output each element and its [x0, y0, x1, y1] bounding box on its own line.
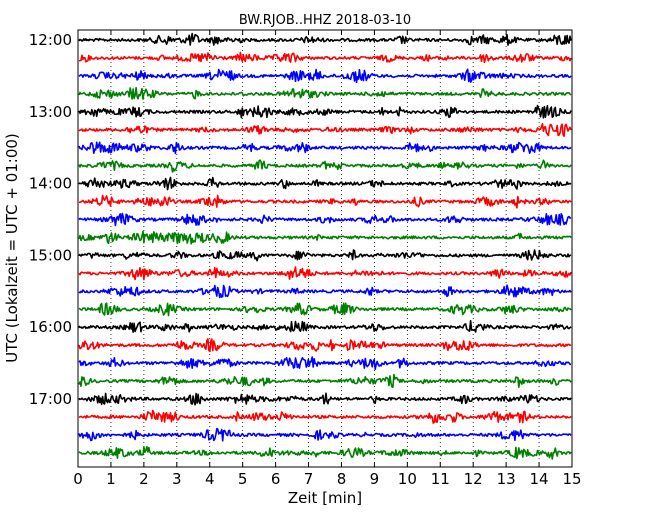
y-tick-label: 13:00 [29, 103, 72, 121]
trace-row [78, 266, 572, 281]
x-axis-ticks: 0 1 2 3 4 5 6 7 8 9 10 11 12 13 14 15 [73, 30, 582, 488]
x-tick-label: 13 [497, 470, 516, 488]
trace-row [78, 212, 572, 227]
trace-row [78, 104, 572, 119]
x-tick-label: 10 [398, 470, 417, 488]
y-axis-ticks: 12:00 13:00 14:00 15:00 16:00 17:00 [29, 31, 83, 408]
x-tick-label: 12 [464, 470, 483, 488]
trace-row [78, 230, 572, 245]
y-tick-label: 17:00 [29, 390, 72, 408]
trace-row [78, 141, 572, 155]
trace-row [78, 159, 572, 173]
x-tick-label: 1 [106, 470, 116, 488]
x-tick-label: 15 [562, 470, 581, 488]
trace-row [78, 338, 572, 353]
trace-row [78, 86, 572, 100]
trace-row [78, 194, 572, 209]
y-tick-label: 12:00 [29, 31, 72, 49]
trace-row [78, 409, 572, 424]
y-tick-label: 14:00 [29, 175, 72, 193]
x-tick-label: 4 [205, 470, 215, 488]
trace-row [78, 249, 572, 262]
x-tick-label: 2 [139, 470, 149, 488]
x-tick-label: 0 [73, 470, 83, 488]
y-tick-label: 16:00 [29, 318, 72, 336]
trace-row [78, 427, 572, 442]
plot-frame [77, 29, 573, 468]
trace-row [78, 176, 572, 191]
trace-row [78, 445, 572, 460]
trace-row [78, 123, 572, 137]
x-tick-label: 5 [238, 470, 248, 488]
chart-title: BW.RJOB..HHZ 2018-03-10 [239, 13, 411, 28]
x-tick-label: 3 [172, 470, 182, 488]
y-axis-label: UTC (Lokalzeit = UTC + 01:00) [3, 133, 21, 363]
trace-row [78, 373, 572, 389]
trace-row [78, 302, 572, 317]
x-tick-label: 6 [271, 470, 281, 488]
trace-row [78, 356, 571, 371]
trace-row [78, 68, 572, 84]
x-tick-label: 11 [431, 470, 450, 488]
seismic-traces [78, 32, 572, 460]
x-tick-label: 7 [304, 470, 314, 488]
vertical-grid [110, 30, 540, 467]
trace-row [78, 284, 572, 299]
trace-row [78, 32, 572, 46]
trace-row [78, 392, 572, 406]
x-tick-label: 9 [370, 470, 380, 488]
x-axis-label: Zeit [min] [288, 489, 362, 507]
x-tick-label: 14 [530, 470, 549, 488]
y-tick-label: 15:00 [29, 246, 72, 264]
trace-row [78, 319, 572, 333]
trace-row [78, 51, 572, 64]
x-tick-label: 8 [337, 470, 347, 488]
